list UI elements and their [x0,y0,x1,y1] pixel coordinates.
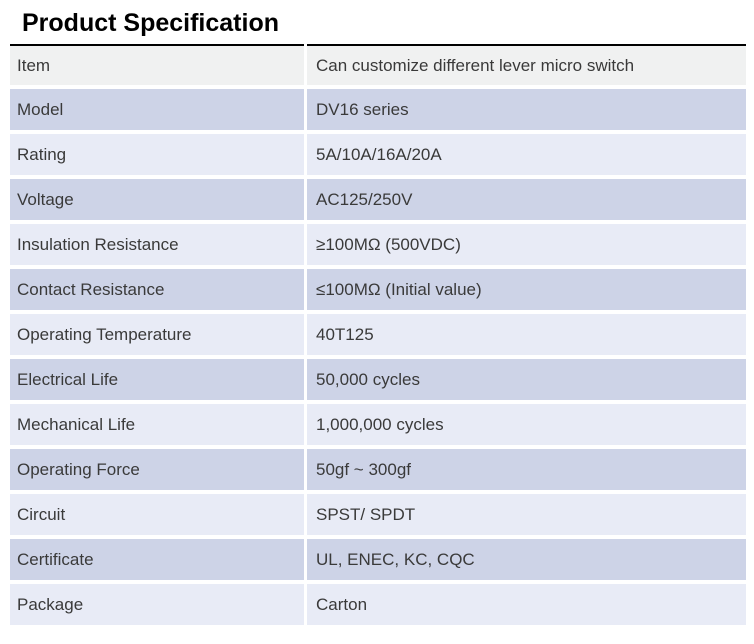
spec-label-cell: Operating Force [10,449,304,490]
table-row: Mechanical Life 1,000,000 cycles [10,404,746,445]
table-row: Package Carton [10,584,746,625]
product-spec-table: Item Can customize different lever micro… [7,40,749,629]
spec-label-cell: Electrical Life [10,359,304,400]
table-row: Certificate UL, ENEC, KC, CQC [10,539,746,580]
spec-label-cell: Rating [10,134,304,175]
spec-label-cell: Circuit [10,494,304,535]
spec-value-cell: ≤100MΩ (Initial value) [307,269,746,310]
spec-label-cell: Certificate [10,539,304,580]
spec-label-cell: Package [10,584,304,625]
spec-value-cell: 1,000,000 cycles [307,404,746,445]
spec-label-cell: Voltage [10,179,304,220]
spec-value-cell: DV16 series [307,89,746,130]
spec-label-cell: Mechanical Life [10,404,304,445]
spec-label-cell: Model [10,89,304,130]
spec-value-cell: 5A/10A/16A/20A [307,134,746,175]
table-row: Operating Temperature 40T125 [10,314,746,355]
spec-value-cell: UL, ENEC, KC, CQC [307,539,746,580]
table-row: Circuit SPST/ SPDT [10,494,746,535]
table-row: Electrical Life 50,000 cycles [10,359,746,400]
spec-value-cell: 40T125 [307,314,746,355]
table-row: Operating Force 50gf ~ 300gf [10,449,746,490]
table-row: Voltage AC125/250V [10,179,746,220]
spec-value-cell: Can customize different lever micro swit… [307,44,746,85]
spec-value-cell: AC125/250V [307,179,746,220]
table-row: Contact Resistance ≤100MΩ (Initial value… [10,269,746,310]
spec-label-cell: Insulation Resistance [10,224,304,265]
spec-value-cell: 50,000 cycles [307,359,746,400]
table-row: Model DV16 series [10,89,746,130]
spec-label-cell: Item [10,44,304,85]
spec-value-cell: ≥100MΩ (500VDC) [307,224,746,265]
spec-value-cell: 50gf ~ 300gf [307,449,746,490]
spec-value-cell: Carton [307,584,746,625]
table-row: Item Can customize different lever micro… [10,44,746,85]
table-row: Rating 5A/10A/16A/20A [10,134,746,175]
spec-value-cell: SPST/ SPDT [307,494,746,535]
table-row: Insulation Resistance ≥100MΩ (500VDC) [10,224,746,265]
spec-label-cell: Operating Temperature [10,314,304,355]
spec-label-cell: Contact Resistance [10,269,304,310]
page: Product Specification Item Can customize… [7,9,749,629]
page-title: Product Specification [22,9,279,37]
